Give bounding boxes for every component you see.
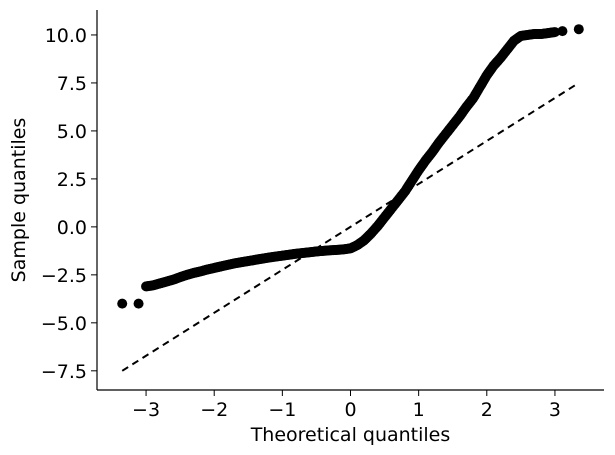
data-points-layer	[117, 24, 584, 309]
y-tick-label: 10.0	[45, 25, 87, 47]
x-tick-label: 0	[344, 399, 356, 421]
x-tick-label: 2	[481, 399, 493, 421]
data-point	[133, 298, 144, 309]
x-tick-label: −2	[200, 399, 228, 421]
y-tick-label: 7.5	[57, 73, 87, 95]
data-point	[117, 298, 128, 309]
x-ticks: −3 −2 −1 0 1 2 3	[132, 390, 561, 421]
y-axis-label: Sample quantiles	[8, 118, 30, 283]
y-tick-label: 0.0	[57, 217, 87, 239]
y-tick-label: −5.0	[41, 313, 87, 335]
x-tick-label: 3	[549, 399, 561, 421]
y-ticks: −7.5 −5.0 −2.5 0.0 2.5 5.0 7.5 10.0	[41, 25, 97, 383]
reference-line	[121, 82, 580, 372]
reference-line-layer	[121, 82, 580, 372]
y-tick-label: 5.0	[57, 121, 87, 143]
x-tick-label: −1	[268, 399, 296, 421]
data-point	[573, 24, 584, 35]
y-tick-label: −7.5	[41, 361, 87, 383]
data-point	[549, 27, 560, 38]
x-axis-label: Theoretical quantiles	[250, 424, 451, 446]
x-tick-label: −3	[132, 399, 160, 421]
x-tick-label: 1	[413, 399, 425, 421]
y-tick-label: 2.5	[57, 169, 87, 191]
data-point	[557, 26, 568, 37]
y-tick-label: −2.5	[41, 265, 87, 287]
